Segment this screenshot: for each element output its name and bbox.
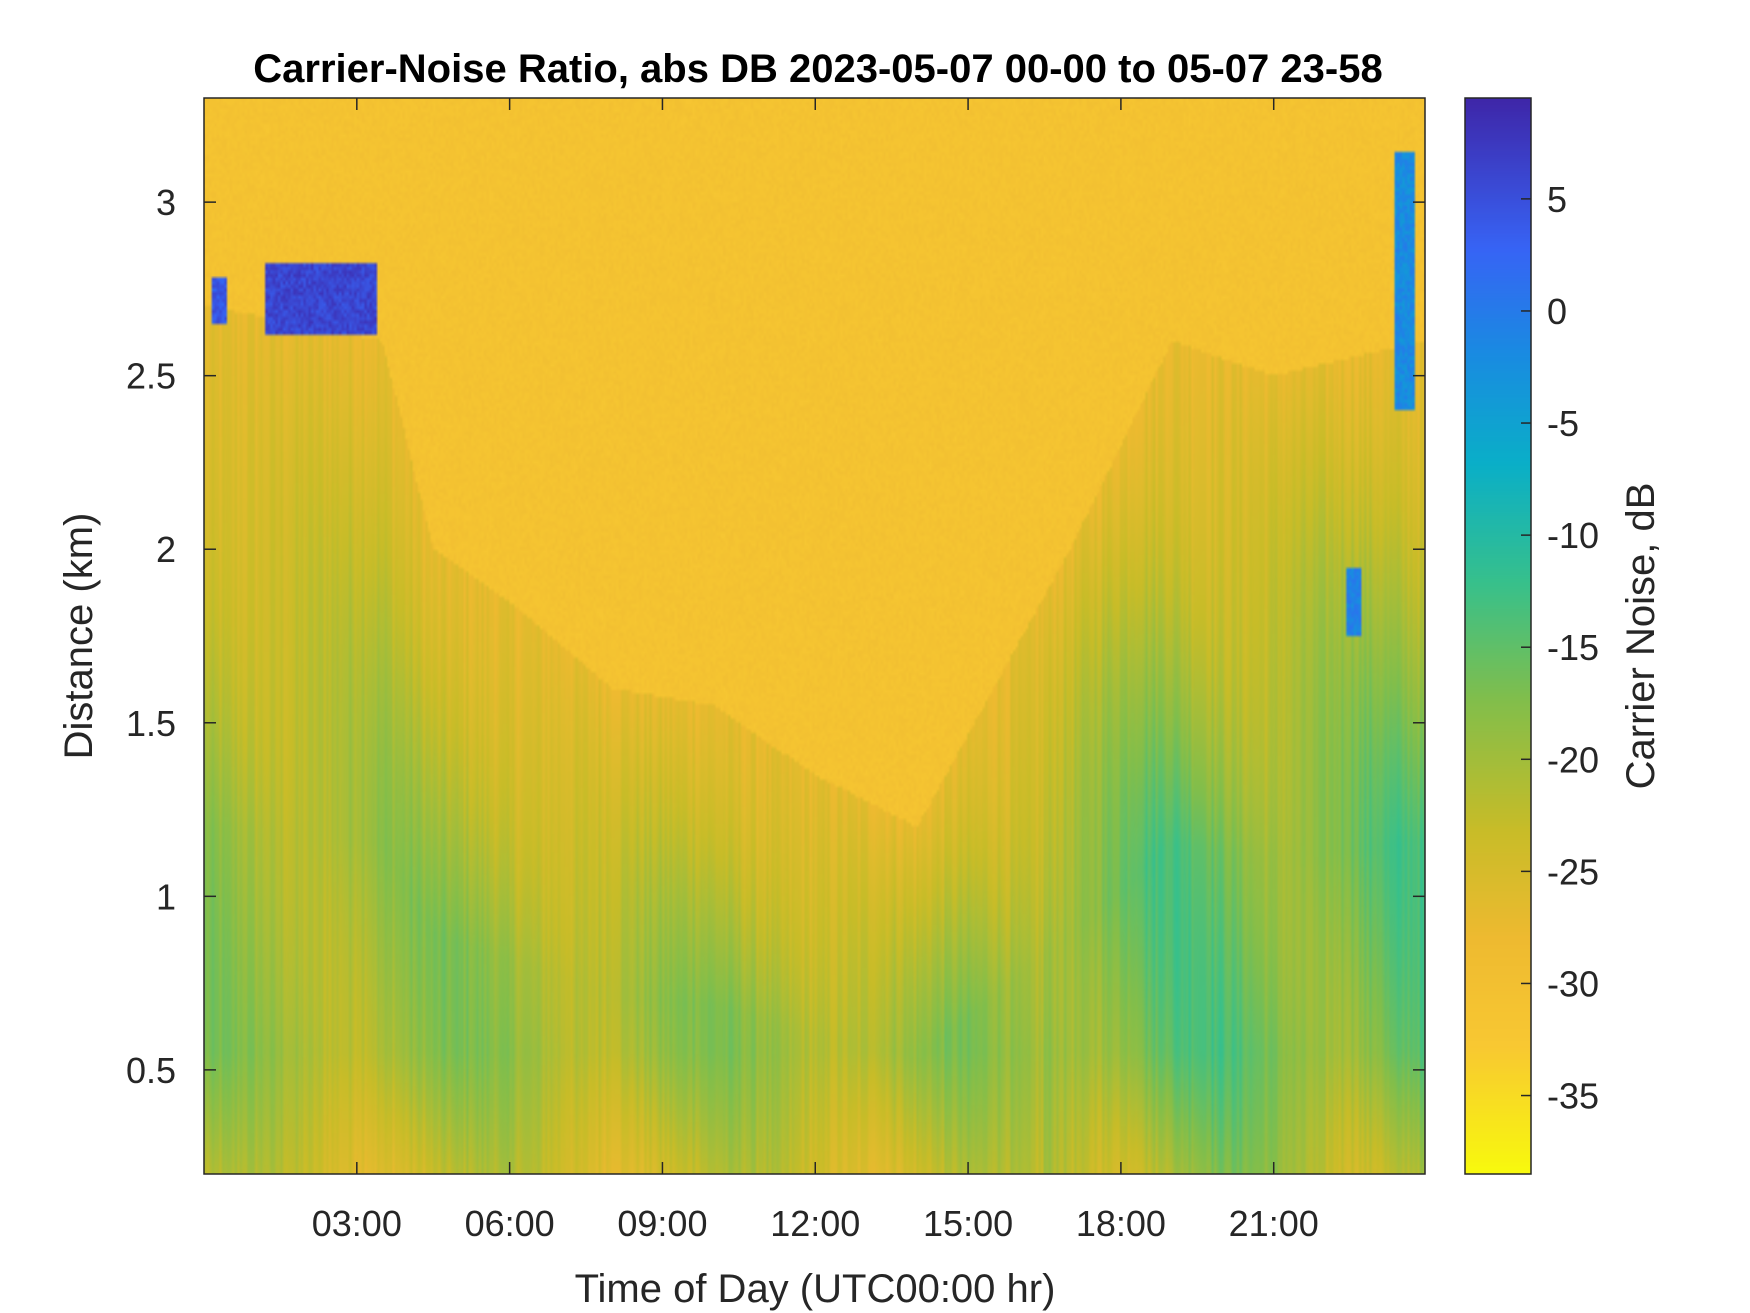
colorbar-axis: 5 0 -5 -10 -15 -20 -25 -30 -35 [1521,179,1599,1117]
x-axis: 03:00 06:00 09:00 12:00 15:00 18:00 21:00 [312,98,1319,1244]
y-axis-label: Distance (km) [57,513,101,760]
x-tick-label: 03:00 [312,1203,402,1244]
x-tick-label: 06:00 [465,1203,555,1244]
colorbar-tick-label: 5 [1547,179,1567,220]
colorbar-frame [1464,97,1532,1175]
colorbar-label: Carrier Noise, dB [1619,483,1663,790]
y-tick-label: 2.5 [126,356,176,397]
y-tick-label: 1.5 [126,703,176,744]
y-axis: 0.5 1 1.5 2 2.5 3 [126,182,1425,1091]
y-tick-label: 2 [156,529,176,570]
x-tick-label: 12:00 [770,1203,860,1244]
colorbar-tick-label: -10 [1547,515,1599,556]
colorbar-tick-label: -5 [1547,403,1579,444]
heatmap-image [204,98,1425,1174]
colorbar-tick-label: 0 [1547,291,1567,332]
plot-frame [203,97,1426,1175]
colorbar [1464,97,1532,1175]
colorbar-tick-label: -25 [1547,851,1599,892]
y-tick-label: 3 [156,182,176,223]
x-tick-label: 09:00 [617,1203,707,1244]
chart-title: Carrier-Noise Ratio, abs DB 2023-05-07 0… [253,47,1382,91]
plot-area [203,97,1426,1175]
x-tick-label: 18:00 [1076,1203,1166,1244]
y-tick-label: 1 [156,876,176,917]
colorbar-tick-label: -15 [1547,627,1599,668]
colorbar-image [1465,98,1531,1174]
colorbar-tick-label: -35 [1547,1076,1599,1117]
x-tick-label: 15:00 [923,1203,1013,1244]
colorbar-tick-label: -30 [1547,963,1599,1004]
x-axis-label: Time of Day (UTC00:00 hr) [575,1267,1056,1311]
colorbar-tick-label: -20 [1547,739,1599,780]
y-tick-label: 0.5 [126,1050,176,1091]
x-tick-label: 21:00 [1229,1203,1319,1244]
